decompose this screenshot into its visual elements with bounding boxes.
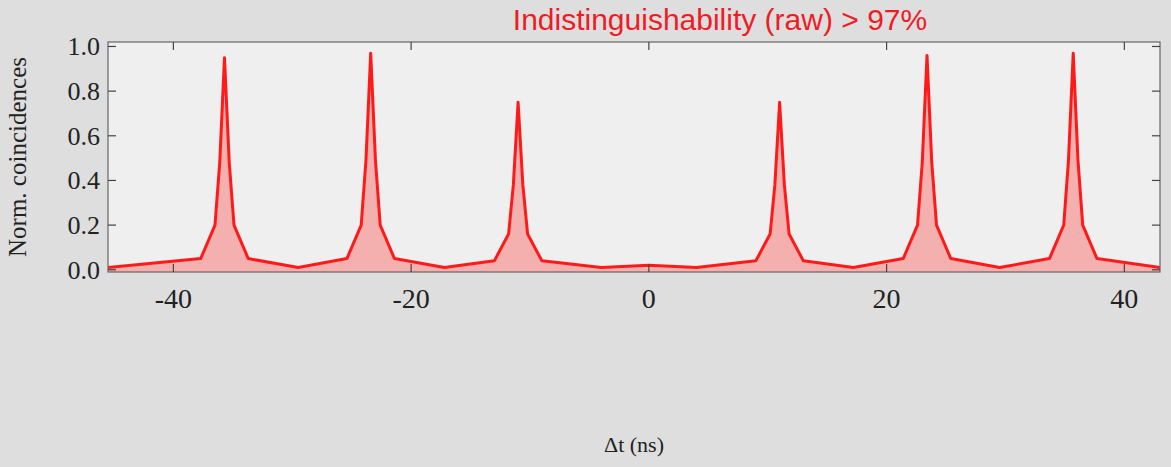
x-axis-title: Δt (ns) (604, 432, 664, 457)
y-tick (1152, 225, 1160, 226)
x-tick-label: -20 (392, 283, 429, 314)
line (108, 53, 1160, 267)
y-tick-label: 0.4 (68, 166, 101, 195)
y-tick (108, 269, 116, 270)
x-tick (173, 42, 174, 50)
y-tick-label: 1.0 (68, 32, 101, 61)
y-tick (108, 91, 116, 92)
x-tick (886, 42, 887, 50)
y-tick-label: 0.0 (68, 256, 101, 285)
x-tick (1124, 264, 1125, 272)
y-tick (1152, 180, 1160, 181)
y-tick-label: 0.2 (68, 211, 101, 240)
y-tick-label: 0.6 (68, 122, 101, 151)
x-tick (1124, 42, 1125, 50)
x-tick-label: 20 (873, 283, 901, 314)
y-axis-title: Norm. coincidences (4, 57, 31, 257)
frame (108, 42, 1160, 272)
y-tick-label: 0.8 (68, 77, 101, 106)
x-tick (648, 264, 649, 272)
x-tick (411, 264, 412, 272)
y-tick (1152, 91, 1160, 92)
background (0, 0, 1171, 467)
area-fill (108, 53, 1160, 272)
y-tick (1152, 269, 1160, 270)
x-tick-label: 40 (1110, 283, 1138, 314)
x-tick (886, 264, 887, 272)
x-tick (173, 264, 174, 272)
y-tick (108, 225, 116, 226)
plot-area (108, 42, 1160, 272)
title: Indistinguishability (raw) > 97% (513, 3, 927, 36)
y-tick (1152, 46, 1160, 47)
chart: 0.0 0.2 0.4 0.6 0.8 1.0 -40 -20 0 20 40 Δt (ns) Norm… (0, 0, 1171, 467)
y-tick (1152, 135, 1160, 136)
x-tick (648, 42, 649, 50)
x-tick-label: 0 (642, 283, 656, 314)
y-tick (108, 46, 116, 47)
x-tick-label: -40 (155, 283, 192, 314)
data-group (108, 53, 1160, 272)
y-tick (108, 135, 116, 136)
x-tick (411, 42, 412, 50)
y-tick (108, 180, 116, 181)
